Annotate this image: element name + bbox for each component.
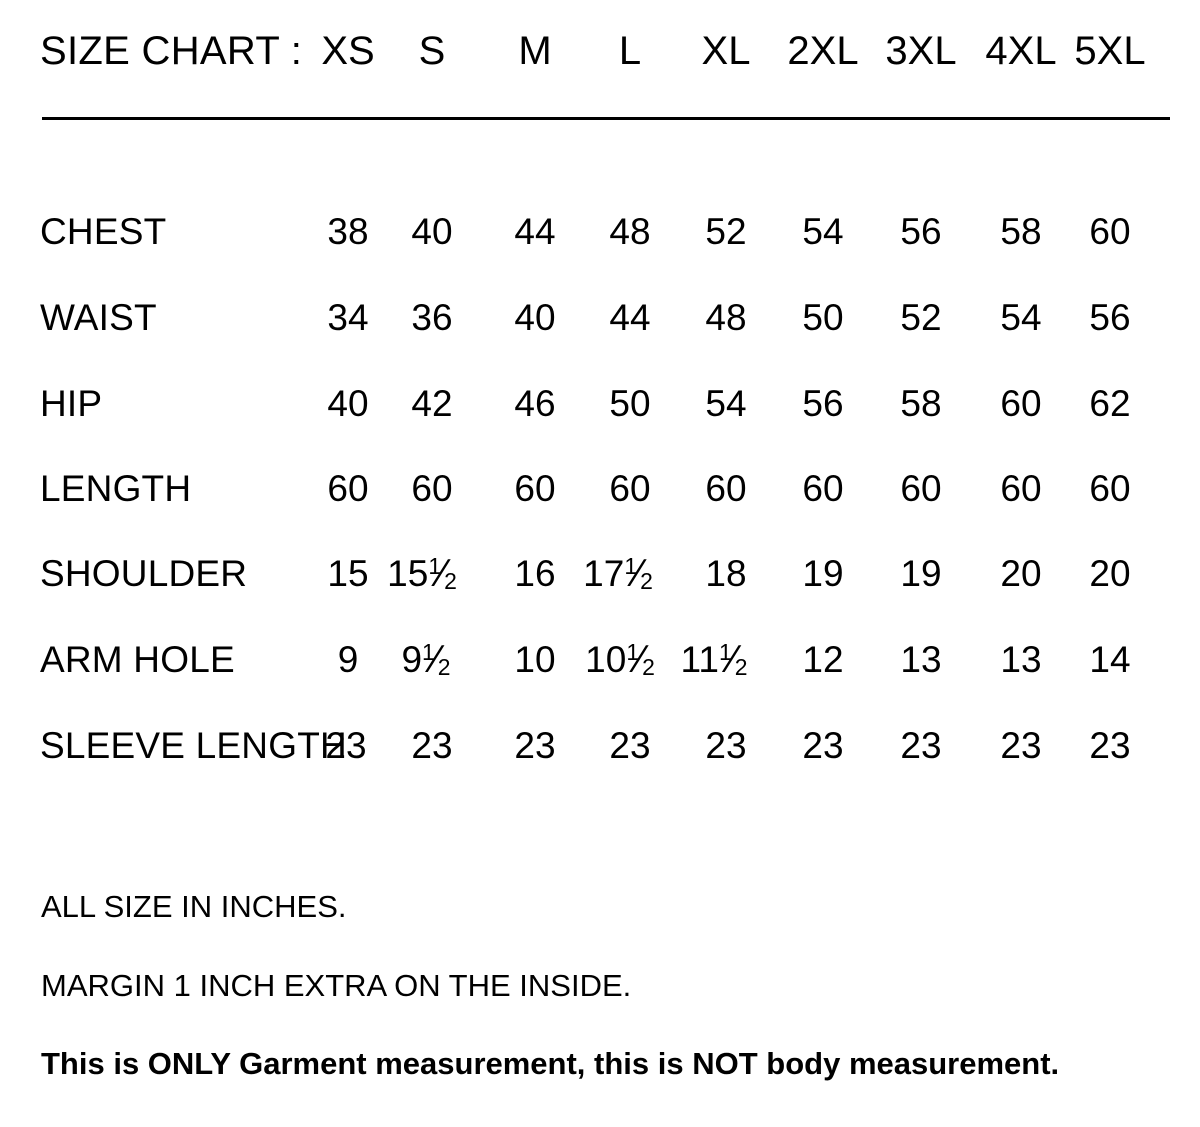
- cell: 60: [1000, 383, 1042, 424]
- row-label-shoulder: SHOULDER: [40, 553, 248, 594]
- size-header-5xl: 5XL: [1074, 29, 1146, 73]
- cell: 56: [802, 383, 844, 424]
- note-line: MARGIN 1 INCH EXTRA ON THE INSIDE.: [41, 968, 632, 1003]
- row-label-length: LENGTH: [40, 468, 192, 509]
- size-header-xl: XL: [701, 29, 751, 73]
- cell: 10: [514, 639, 556, 680]
- row-label-waist: WAIST: [40, 297, 157, 338]
- cell: 23: [609, 725, 651, 766]
- cell: 40: [327, 383, 369, 424]
- size-header-s: S: [418, 29, 446, 73]
- cell: 60: [802, 468, 844, 509]
- fraction: 1⁄2: [718, 638, 748, 681]
- row-label-hip: HIP: [40, 383, 103, 424]
- cell: 48: [609, 211, 651, 252]
- cell: 42: [411, 383, 453, 424]
- size-header-m: M: [518, 29, 552, 73]
- cell: 151⁄2: [387, 552, 457, 595]
- cell: 48: [705, 297, 747, 338]
- row-label-sleeve-length: SLEEVE LENGTH: [40, 725, 347, 766]
- cell: 23: [900, 725, 942, 766]
- cell: 60: [609, 468, 651, 509]
- size-header-xs: XS: [321, 29, 375, 73]
- cell: 171⁄2: [583, 552, 653, 595]
- cell: 20: [1089, 553, 1131, 594]
- note-line: ALL SIZE IN INCHES.: [41, 889, 347, 924]
- cell: 44: [609, 297, 651, 338]
- cell: 40: [514, 297, 556, 338]
- cell: 60: [900, 468, 942, 509]
- header-divider: [42, 117, 1170, 120]
- cell: 9: [337, 639, 359, 680]
- page-title: SIZE CHART :: [40, 29, 303, 73]
- cell: 13: [900, 639, 942, 680]
- size-header-2xl: 2XL: [787, 29, 859, 73]
- cell: 13: [1000, 639, 1042, 680]
- cell: 101⁄2: [585, 638, 655, 681]
- cell: 40: [411, 211, 453, 252]
- cell: 34: [327, 297, 369, 338]
- cell: 23: [1000, 725, 1042, 766]
- size-header-l: L: [618, 29, 642, 73]
- cell: 23: [802, 725, 844, 766]
- cell: 14: [1089, 639, 1131, 680]
- cell: 36: [411, 297, 453, 338]
- cell: 12: [802, 639, 844, 680]
- cell: 16: [514, 553, 556, 594]
- cell: 18: [705, 553, 747, 594]
- cell: 15: [327, 553, 369, 594]
- cell: 19: [900, 553, 942, 594]
- cell: 38: [327, 211, 369, 252]
- size-header-4xl: 4XL: [985, 29, 1057, 73]
- cell: 23: [325, 725, 367, 766]
- cell: 60: [1089, 211, 1131, 252]
- row-label-chest: CHEST: [40, 211, 167, 252]
- cell: 50: [802, 297, 844, 338]
- fraction: 1⁄2: [428, 552, 457, 595]
- cell: 62: [1089, 383, 1131, 424]
- cell: 58: [1000, 211, 1042, 252]
- cell: 60: [327, 468, 369, 509]
- cell: 56: [1089, 297, 1131, 338]
- cell: 60: [705, 468, 747, 509]
- fraction: 1⁄2: [626, 638, 655, 681]
- cell: 23: [514, 725, 556, 766]
- cell: 44: [514, 211, 556, 252]
- size-header-3xl: 3XL: [885, 29, 957, 73]
- note-line: This is ONLY Garment measurement, this i…: [41, 1046, 1060, 1081]
- cell: 54: [705, 383, 747, 424]
- row-label-arm-hole: ARM HOLE: [40, 639, 235, 680]
- cell: 60: [1000, 468, 1042, 509]
- cell: 58: [900, 383, 942, 424]
- cell: 46: [514, 383, 556, 424]
- cell: 23: [411, 725, 453, 766]
- cell: 52: [900, 297, 942, 338]
- cell: 60: [514, 468, 556, 509]
- cell: 23: [705, 725, 747, 766]
- cell: 19: [802, 553, 844, 594]
- fraction: 1⁄2: [422, 638, 451, 681]
- cell: 56: [900, 211, 942, 252]
- cell: 111⁄2: [680, 638, 748, 681]
- cell: 91⁄2: [401, 638, 451, 681]
- cell: 54: [802, 211, 844, 252]
- cell: 52: [705, 211, 747, 252]
- cell: 20: [1000, 553, 1042, 594]
- fraction: 1⁄2: [624, 552, 653, 595]
- cell: 60: [1089, 468, 1131, 509]
- cell: 54: [1000, 297, 1042, 338]
- cell: 23: [1089, 725, 1131, 766]
- cell: 50: [609, 383, 651, 424]
- cell: 60: [411, 468, 453, 509]
